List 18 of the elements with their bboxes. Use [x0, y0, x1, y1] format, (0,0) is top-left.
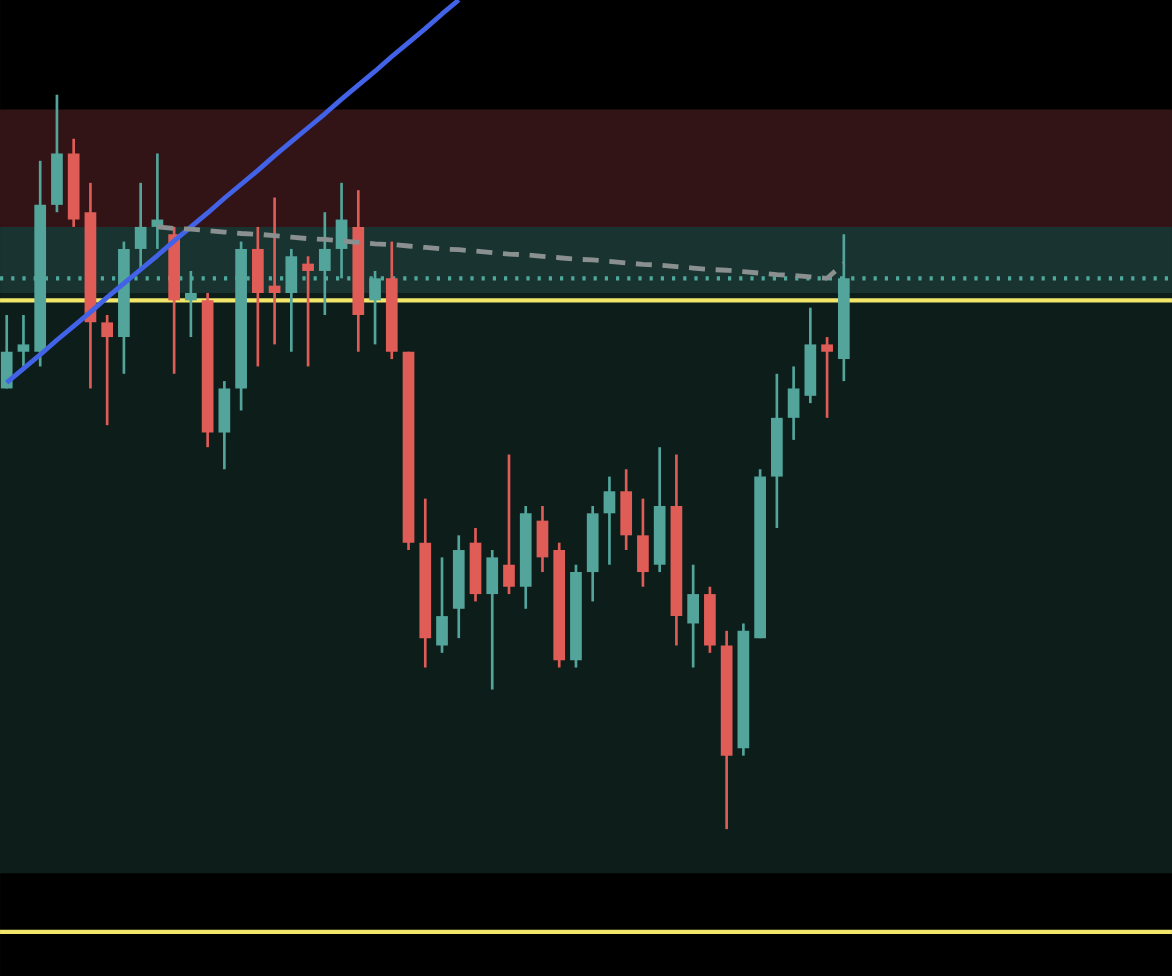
candlestick [0, 313, 13, 390]
candlestick [17, 313, 30, 368]
candlestick [302, 254, 314, 368]
candlestick [436, 556, 448, 655]
candlestick [486, 548, 499, 691]
candlestick [101, 313, 114, 427]
candlestick [787, 365, 800, 442]
candlestick [503, 453, 515, 596]
candlestick [251, 225, 264, 368]
candlestick [536, 504, 549, 574]
candlestick [134, 181, 147, 273]
candlestick [620, 467, 633, 552]
candlestick [821, 335, 833, 420]
candlestick [687, 563, 700, 669]
candlestick [268, 196, 281, 346]
candlestick [218, 379, 231, 471]
candlestick [637, 497, 649, 589]
candlestick [603, 475, 616, 567]
